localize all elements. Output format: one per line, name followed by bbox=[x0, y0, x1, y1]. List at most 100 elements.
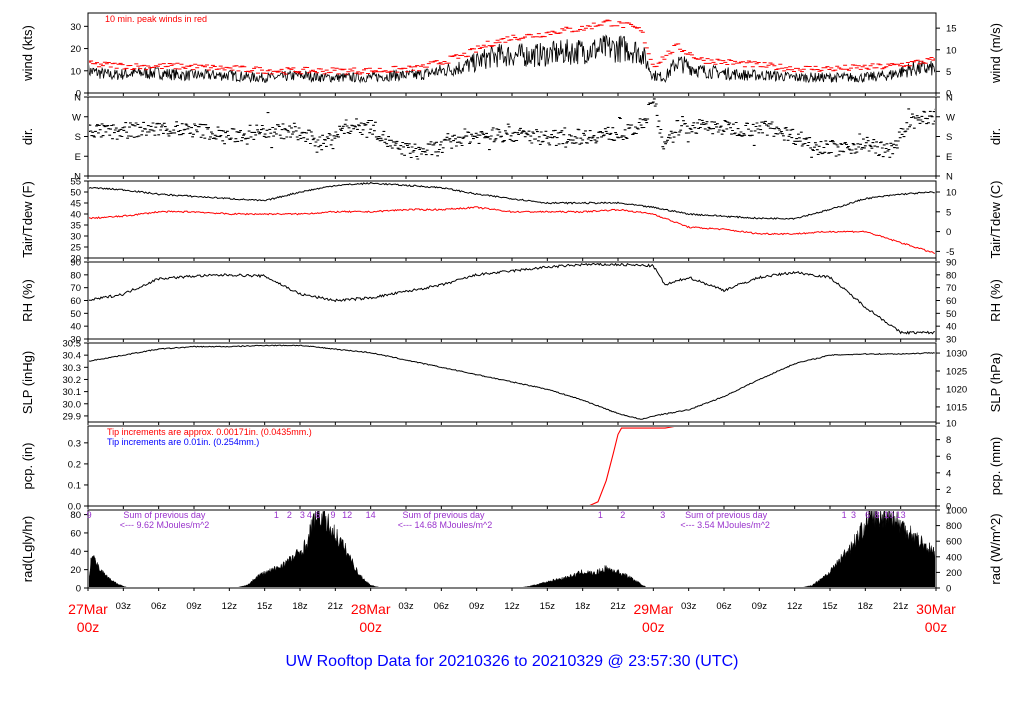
rad-annotation: Sum of previous day bbox=[123, 510, 206, 520]
rad-right-ytick-label: 200 bbox=[946, 568, 962, 579]
rad-hour-marker: 12 bbox=[342, 510, 352, 520]
rad-ylabel: rad(Lgly/hr) bbox=[20, 516, 35, 582]
rad-hour-marker: 3 bbox=[660, 510, 665, 520]
x-tick-label: 15z bbox=[257, 601, 273, 612]
slp-ytick-label: 30.4 bbox=[63, 351, 82, 362]
x-tick-label: 18z bbox=[575, 601, 591, 612]
x-tick-label: 18z bbox=[292, 601, 308, 612]
temp-ytick-label: 55 bbox=[70, 177, 81, 188]
x-tick-label: 03z bbox=[398, 601, 414, 612]
rh-ylabel: RH (%) bbox=[20, 279, 35, 322]
temp-right-ytick-label: 5 bbox=[946, 207, 951, 218]
rad-hour-marker: 4 bbox=[307, 510, 312, 520]
pcp-ytick-label: 0.0 bbox=[68, 502, 81, 513]
x-day-time-label: 00z bbox=[925, 619, 948, 635]
rad-ytick-label: 40 bbox=[70, 547, 81, 558]
temp-ytick-label: 20 bbox=[70, 254, 81, 265]
pcp-series-line bbox=[589, 427, 675, 505]
rad-hour-marker: 6 bbox=[315, 510, 320, 520]
x-tick-label: 09z bbox=[752, 601, 768, 612]
rh-frame bbox=[87, 261, 937, 340]
rh-right-ytick-label: 40 bbox=[946, 322, 957, 333]
dir-right-ytick-label: N bbox=[946, 93, 953, 104]
wind-ytick-label: 30 bbox=[70, 22, 81, 33]
x-day-time-label: 00z bbox=[359, 619, 382, 635]
temp-series-tdew bbox=[89, 206, 935, 255]
slp-ytick-label: 29.9 bbox=[63, 411, 82, 422]
panel-pcp: 0.0 0.1 0.2 0.3 0 2 4 6 8 10 pcp. (in) pcp. (mm) Tip… bbox=[20, 419, 1003, 513]
rad-series-area bbox=[89, 511, 935, 587]
pcp-note-red: Tip increments are approx. 0.00171in. (0… bbox=[107, 427, 312, 437]
slp-right-ytick-label: 1020 bbox=[946, 384, 967, 395]
x-day-label: 28Mar bbox=[351, 601, 391, 617]
temp-ytick-label: 45 bbox=[70, 199, 81, 210]
wind-peak-series bbox=[89, 19, 935, 75]
dir-right-ytick-label: E bbox=[946, 152, 952, 163]
rad-hour-marker: 1 bbox=[274, 510, 279, 520]
rad-annotation: Sum of previous day bbox=[402, 510, 485, 520]
pcp-ytick-label: 0.3 bbox=[68, 438, 81, 449]
panel-wind: 0 10 20 30 0 5 10 15 wind (kts) wind (m/s) 10 min.… bbox=[20, 12, 1003, 100]
dir-right-ytick-label: W bbox=[946, 112, 955, 123]
dir-ytick-label: E bbox=[75, 152, 81, 163]
temp-ylabel-right: Tair/Tdew (C) bbox=[988, 180, 1003, 258]
dir-ytick-label: N bbox=[74, 172, 81, 183]
slp-ytick-label: 30.5 bbox=[63, 339, 82, 350]
rad-annotation: <--- 3.54 MJoules/m^2 bbox=[680, 520, 770, 530]
rad-plot-area bbox=[89, 511, 935, 587]
dir-right-ytick-label: N bbox=[946, 172, 953, 183]
dir-plot-area bbox=[89, 98, 935, 160]
rad-ytick-label: 60 bbox=[70, 528, 81, 539]
x-tick-label: 21z bbox=[893, 601, 909, 612]
rh-ytick-label: 30 bbox=[70, 335, 81, 346]
dir-right-ytick-label: S bbox=[946, 132, 952, 143]
rh-ylabel-right: RH (%) bbox=[988, 279, 1003, 322]
rh-right-ytick-label: 80 bbox=[946, 270, 957, 281]
panel-slp: 29.930.030.130.230.330.430.5 1015 1020 1025… bbox=[20, 339, 1003, 425]
x-tick-label: 09z bbox=[186, 601, 202, 612]
rad-ytick-label: 80 bbox=[70, 510, 81, 521]
dir-ytick-label: S bbox=[75, 132, 81, 143]
wind-right-ytick-label: 15 bbox=[946, 24, 957, 35]
rad-hour-marker: 10 bbox=[884, 510, 894, 520]
temp-right-ytick-label: -5 bbox=[946, 247, 954, 258]
rad-hour-marker: 8 bbox=[875, 510, 880, 520]
slp-right-ytick-label: 1030 bbox=[946, 349, 967, 360]
wind-right-ytick-label: 10 bbox=[946, 45, 957, 56]
wind-series-line bbox=[89, 34, 935, 84]
slp-ytick-label: 30.3 bbox=[63, 363, 82, 374]
pcp-note-blue: Tip increments are 0.01in. (0.254mm.) bbox=[107, 437, 259, 447]
x-tick-label: 06z bbox=[716, 601, 732, 612]
chart-title: UW Rooftop Data for 20210326 to 20210329… bbox=[286, 653, 739, 670]
rad-hour-marker: 1 bbox=[842, 510, 847, 520]
rad-hour-marker: 3 bbox=[851, 510, 856, 520]
slp-right-ytick-label: 1015 bbox=[946, 402, 967, 413]
slp-right-ytick-label: 1025 bbox=[946, 367, 967, 378]
rad-annotation: <--- 9.62 MJoules/m^2 bbox=[120, 520, 210, 530]
rad-hour-marker: 13 bbox=[896, 510, 906, 520]
rh-ytick-label: 90 bbox=[70, 258, 81, 269]
x-tick-label: 12z bbox=[222, 601, 238, 612]
rad-hour-marker: 3 bbox=[300, 510, 305, 520]
wind-note: 10 min. peak winds in red bbox=[105, 14, 207, 24]
rad-hour-marker: 2 bbox=[620, 510, 625, 520]
rh-ytick-label: 60 bbox=[70, 296, 81, 307]
rh-ytick-label: 50 bbox=[70, 309, 81, 320]
rad-right-ytick-label: 400 bbox=[946, 552, 962, 563]
rad-hour-marker: 9 bbox=[87, 510, 92, 520]
rad-hour-marker: 9 bbox=[330, 510, 335, 520]
rad-annotation: Sum of previous day bbox=[685, 510, 768, 520]
rad-hour-marker: 6 bbox=[865, 510, 870, 520]
rad-ytick-label: 0 bbox=[76, 584, 81, 595]
rad-ytick-label: 20 bbox=[70, 565, 81, 576]
rad-hour-marker: 2 bbox=[287, 510, 292, 520]
slp-series-slp bbox=[89, 344, 935, 420]
x-tick-label: 15z bbox=[822, 601, 838, 612]
slp-ytick-label: 30.1 bbox=[63, 387, 82, 398]
rad-hour-marker: 14 bbox=[366, 510, 376, 520]
x-day-label: 30Mar bbox=[916, 601, 956, 617]
x-tick-label: 15z bbox=[540, 601, 556, 612]
temp-ytick-label: 50 bbox=[70, 188, 81, 199]
